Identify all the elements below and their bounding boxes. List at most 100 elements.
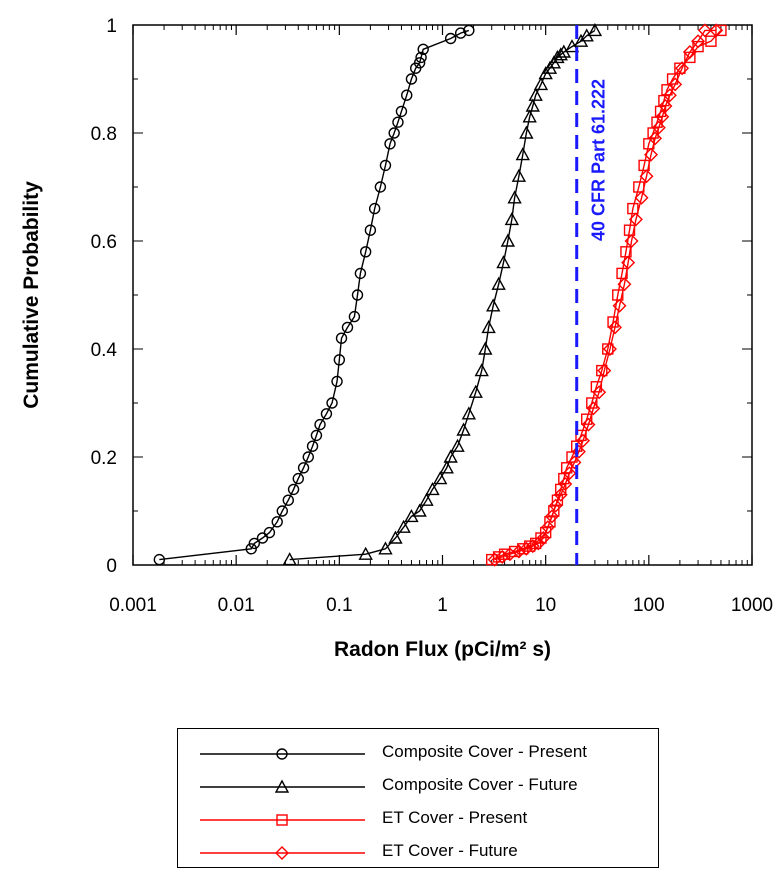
data-point <box>384 138 396 150</box>
data-point <box>575 429 587 442</box>
data-point <box>533 76 549 91</box>
x-tick-label: 10 <box>535 595 556 616</box>
y-tick-label: 1 <box>106 16 117 37</box>
data-point <box>662 88 677 103</box>
series-line <box>159 29 470 561</box>
legend-label: ET Cover - Future <box>382 841 518 860</box>
data-point <box>331 375 343 388</box>
data-point <box>486 298 501 312</box>
data-point <box>335 332 348 344</box>
data-point <box>333 354 346 366</box>
legend-swatch-et-present <box>200 814 365 826</box>
x-tick-label: 1000 <box>731 595 773 616</box>
data-point <box>608 320 622 335</box>
data-point <box>616 267 628 280</box>
data-point <box>634 190 649 205</box>
data-point <box>256 532 269 544</box>
data-point <box>682 45 697 59</box>
data-point <box>691 34 706 49</box>
data-point <box>368 202 381 215</box>
data-point <box>412 503 427 517</box>
data-point <box>248 537 261 550</box>
data-point <box>271 516 283 528</box>
chart-canvas: 0.001 0.01 0.1 1 10 100 1000 0 0.2 0.4 0.6 0.8 1 40… <box>20 16 773 661</box>
data-point <box>511 168 527 182</box>
data-point <box>341 321 354 334</box>
data-point <box>388 127 400 139</box>
series-1 <box>282 22 603 566</box>
series-line <box>289 29 596 561</box>
data-point <box>581 417 596 432</box>
data-point <box>515 147 530 161</box>
data-point <box>675 61 690 76</box>
legend-label: Composite Cover - Future <box>382 775 578 794</box>
data-point <box>388 530 403 544</box>
data-point <box>697 23 712 38</box>
data-point <box>495 549 510 564</box>
data-point <box>628 212 643 227</box>
y-tick-label: 0.4 <box>91 340 118 361</box>
x-tick-label: 1 <box>437 595 448 616</box>
data-point <box>302 451 314 463</box>
data-point <box>581 413 593 425</box>
data-point <box>468 384 483 398</box>
data-point <box>705 35 717 47</box>
data-point <box>623 224 636 236</box>
data-point <box>348 310 361 323</box>
y-tick-label: 0.2 <box>91 448 117 469</box>
data-point <box>651 120 666 135</box>
data-point <box>306 440 319 452</box>
legend-swatch-composite-present <box>200 748 365 760</box>
data-point <box>571 444 586 459</box>
reference-line-label: 40 CFR Part 61.222 <box>589 79 609 241</box>
data-point <box>551 494 564 506</box>
legend-swatch-et-future <box>200 846 365 860</box>
data-point <box>351 289 364 301</box>
data-point <box>474 363 489 377</box>
data-point <box>153 553 166 566</box>
data-point <box>287 483 300 496</box>
legend-marker <box>275 846 289 860</box>
data-point <box>456 422 471 436</box>
legend-marker <box>276 748 288 760</box>
data-point <box>586 401 601 416</box>
legend-marker <box>274 779 290 793</box>
data-point <box>627 202 639 215</box>
data-point <box>519 541 534 556</box>
data-point <box>592 385 607 400</box>
data-point <box>553 487 568 502</box>
data-point <box>597 363 612 378</box>
data-point <box>544 516 556 528</box>
legend-item: Composite Cover - Future <box>178 770 658 804</box>
data-point <box>544 509 559 524</box>
data-point <box>415 51 427 64</box>
legend: Composite Cover - Present Composite Cove… <box>177 728 659 868</box>
data-point <box>639 169 654 184</box>
series-layer <box>153 22 727 567</box>
data-point <box>655 109 670 124</box>
data-point <box>528 87 543 101</box>
data-point <box>548 498 563 513</box>
data-point <box>500 233 516 247</box>
data-point <box>562 466 577 481</box>
data-point <box>478 341 493 355</box>
data-point <box>548 505 560 517</box>
data-point <box>620 246 632 258</box>
legend-label: ET Cover - Present <box>382 808 528 827</box>
legend-swatch-composite-future <box>200 779 365 793</box>
x-axis: 0.001 0.01 0.1 1 10 100 1000 <box>109 25 773 616</box>
data-point <box>617 277 632 292</box>
data-point <box>443 449 458 463</box>
data-point <box>425 481 440 496</box>
data-point <box>522 109 537 123</box>
data-point <box>433 471 448 485</box>
data-point <box>658 99 673 113</box>
data-point <box>374 181 387 193</box>
data-point <box>539 526 552 539</box>
data-point <box>487 552 502 567</box>
data-point <box>444 32 457 45</box>
data-point <box>461 406 477 420</box>
data-point <box>354 267 367 280</box>
data-point <box>282 552 297 566</box>
data-point <box>536 531 551 545</box>
